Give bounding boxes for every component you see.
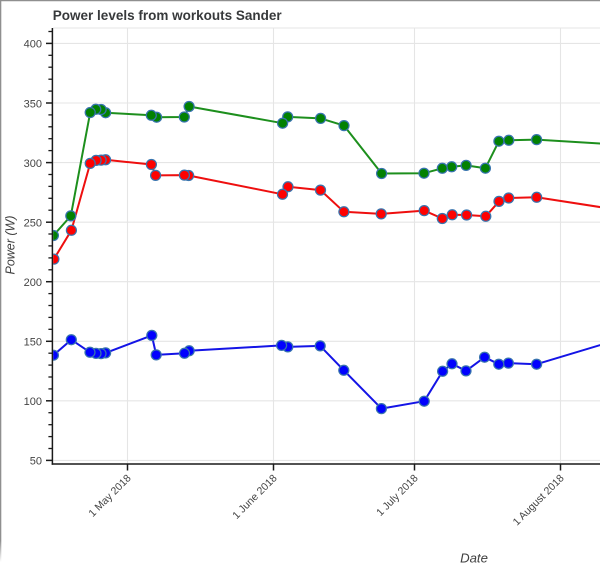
- svg-text:Date: Date: [460, 551, 488, 566]
- svg-text:100: 100: [24, 396, 42, 408]
- svg-text:50: 50: [30, 456, 42, 468]
- svg-text:300: 300: [24, 158, 42, 170]
- svg-text:200: 200: [24, 277, 42, 289]
- svg-text:400: 400: [24, 39, 42, 51]
- svg-text:Power (W): Power (W): [4, 215, 18, 274]
- svg-text:Power levels from workouts San: Power levels from workouts Sander: [53, 8, 283, 23]
- svg-text:150: 150: [24, 337, 42, 349]
- svg-text:350: 350: [24, 98, 42, 110]
- svg-text:250: 250: [24, 218, 42, 230]
